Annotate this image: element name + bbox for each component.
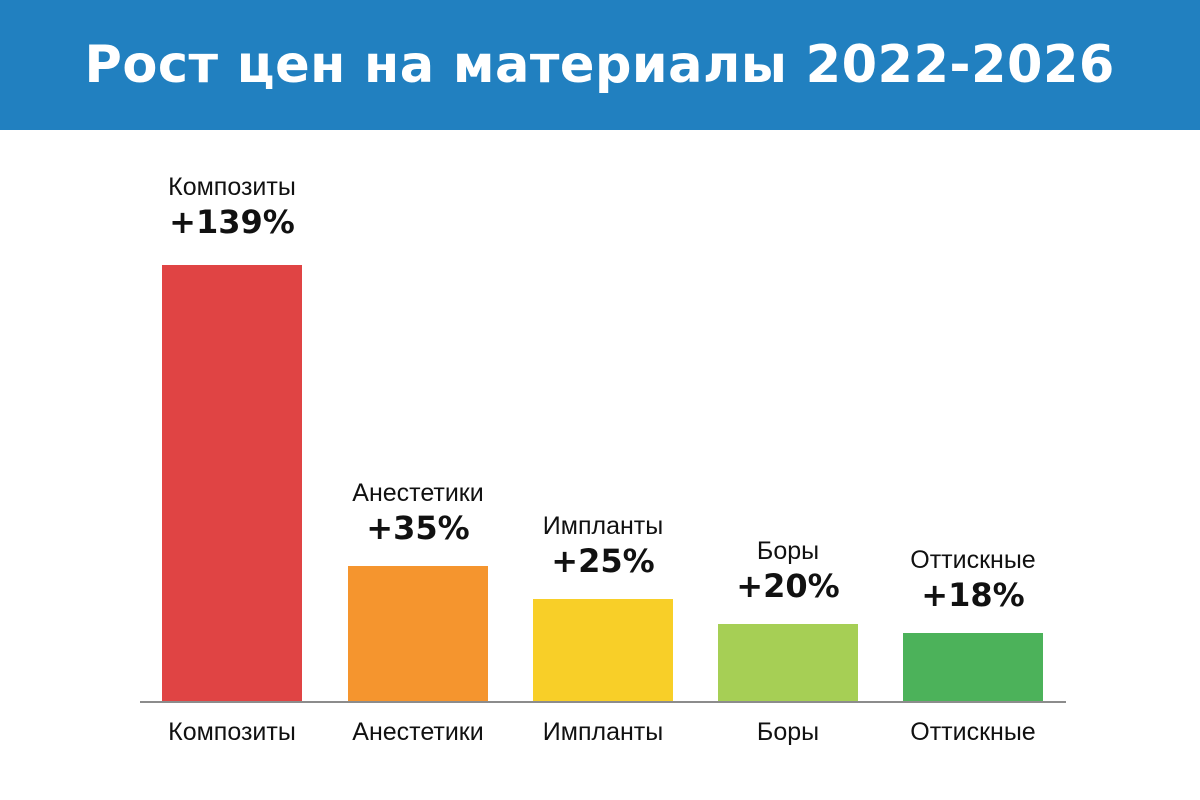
bar-annotation: Оттискные +18% <box>863 545 1083 615</box>
chart-title: Рост цен на материалы 2022-2026 <box>84 35 1116 95</box>
bar-annotation-value: +139% <box>169 203 295 241</box>
chart-header: Рост цен на материалы 2022-2026 <box>0 0 1200 130</box>
bar-annotation-value: +18% <box>921 576 1025 614</box>
x-axis-tick-label: Импланты <box>542 718 664 746</box>
bar-annotation-value: +35% <box>366 509 470 547</box>
bar-annotation-category: Композиты <box>168 173 296 201</box>
bar-annotation-value: +20% <box>736 567 840 605</box>
bar-annotation-category: Импланты <box>542 512 664 540</box>
bar-annotation: Композиты +139% <box>122 172 342 242</box>
x-axis-tick-label: Анестетики <box>352 718 484 746</box>
bar-annotation-category: Анестетики <box>352 479 484 507</box>
bar-anestetiki <box>348 566 488 702</box>
bar-annotation-category: Оттискные <box>910 546 1036 574</box>
bar-annotation: Боры +20% <box>678 536 898 606</box>
bar-annotation: Анестетики +35% <box>308 478 528 548</box>
bar-annotation: Импланты +25% <box>493 511 713 581</box>
bar-annotation-category: Боры <box>756 537 820 565</box>
x-axis-tick-label: Боры <box>756 718 820 746</box>
bar-ottisknye <box>903 633 1043 702</box>
bar-kompozity <box>162 265 302 702</box>
x-axis-tick-label: Композиты <box>168 718 296 746</box>
bar-implanty <box>533 599 673 702</box>
x-axis-tick-label: Оттискные <box>910 718 1036 746</box>
x-axis-line <box>140 701 1066 703</box>
bar-annotation-value: +25% <box>551 542 655 580</box>
bar-bory <box>718 624 858 702</box>
